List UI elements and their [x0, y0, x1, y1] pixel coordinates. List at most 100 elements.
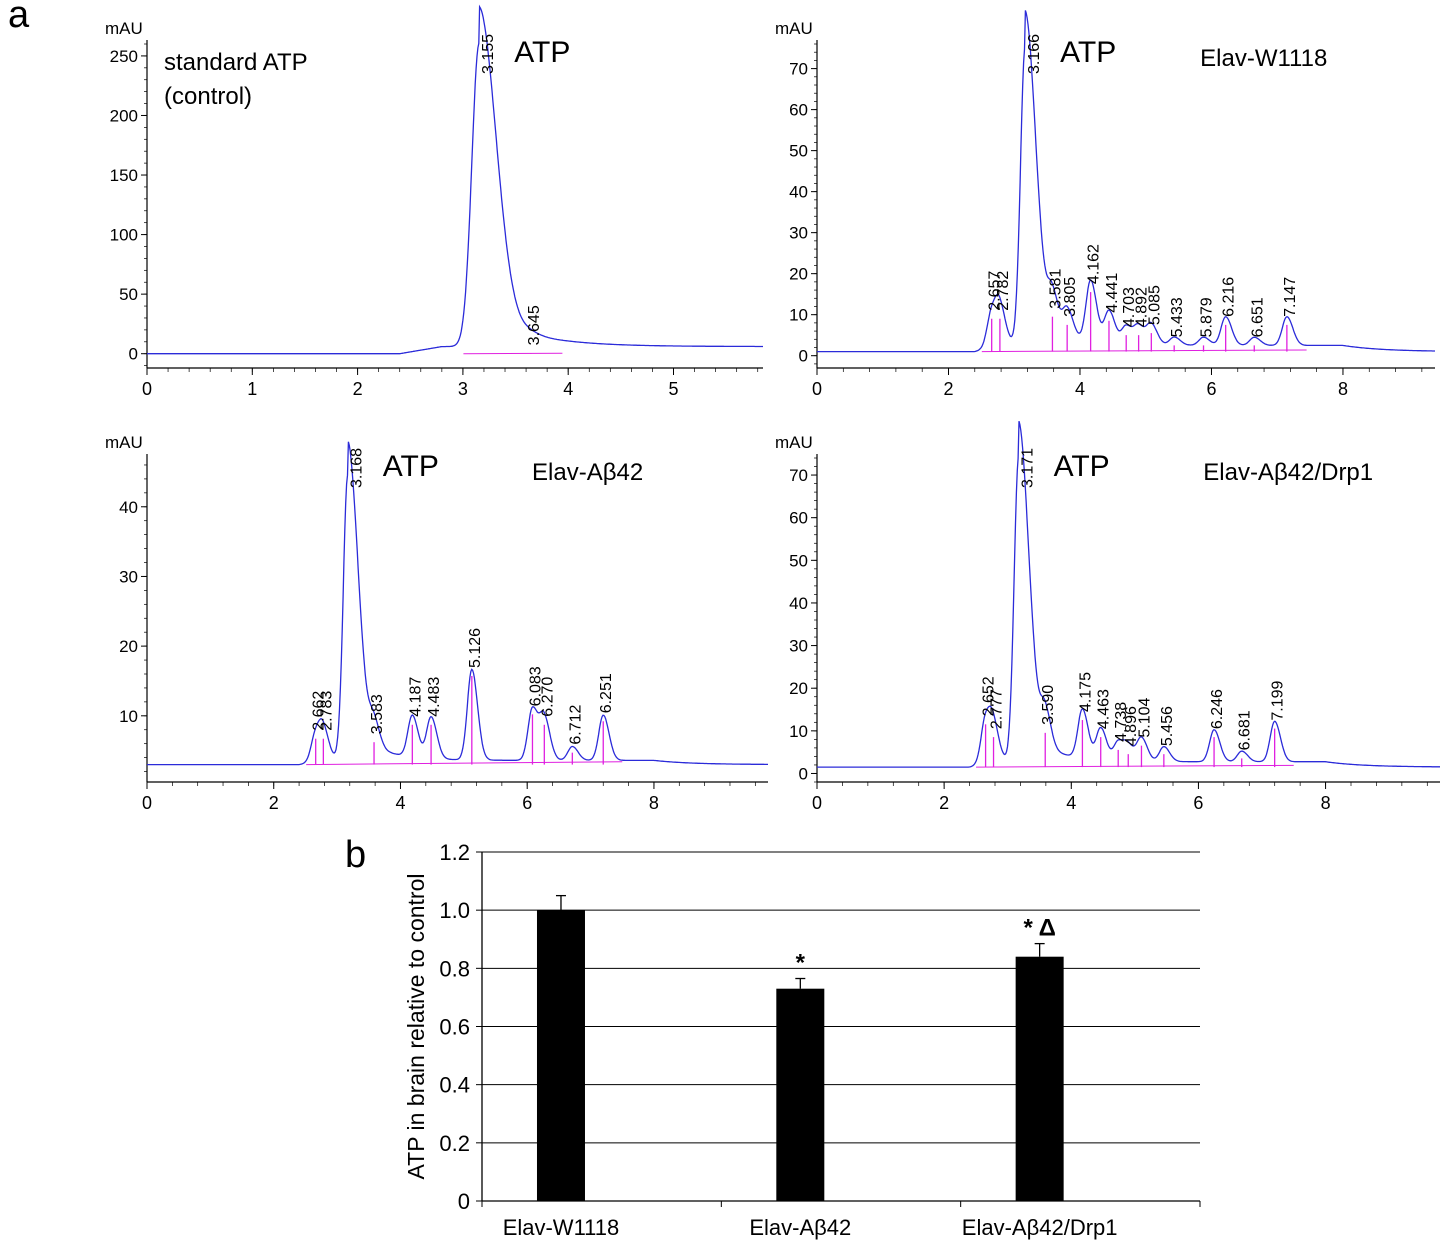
y-tick-label: 60 [789, 509, 808, 528]
peak-label: 7.147 [1282, 277, 1299, 317]
peak-label: 5.879 [1199, 297, 1216, 337]
x-tick-label: 5 [668, 379, 678, 399]
integration-baseline [982, 350, 1307, 352]
y-tick-label: 0 [458, 1189, 470, 1214]
bar-chart: 00.20.40.60.81.01.2Elav-W1118*Elav-Aβ42*… [403, 840, 1200, 1240]
peak-label: 6.651 [1249, 297, 1266, 337]
y-tick-label: 200 [110, 106, 138, 125]
y-tick-label: 10 [789, 722, 808, 741]
x-tick-label: 2 [269, 793, 279, 813]
peak-label: 6.251 [598, 673, 615, 713]
peak-label: 6.216 [1221, 277, 1238, 317]
y-tick-label: 40 [119, 498, 138, 517]
atp-peak-label: ATP [383, 450, 439, 483]
integration-baseline [976, 765, 1294, 767]
integration-baseline [306, 762, 622, 765]
y-tick-label: 60 [789, 101, 808, 120]
annotation-text: standard ATP [164, 49, 308, 76]
panel-label-a: a [8, 0, 29, 37]
peak-label: 3.166 [1026, 34, 1043, 74]
peak-label: 5.433 [1169, 297, 1186, 337]
significance-marker: * [796, 950, 806, 977]
y-tick-label: 70 [789, 60, 808, 79]
peak-label: 3.168 [349, 448, 366, 488]
peak-label: 6.712 [567, 705, 584, 745]
atp-peak-label: ATP [514, 36, 570, 69]
atp-peak-label: ATP [1054, 450, 1110, 483]
atp-peak-label: ATP [1060, 36, 1116, 69]
y-tick-label: 0 [799, 347, 808, 366]
x-tick-label: 8 [1321, 793, 1331, 813]
y-tick-label: 50 [119, 285, 138, 304]
peak-label: 7.199 [1270, 680, 1287, 720]
bar [537, 910, 585, 1201]
chromatogram-title: Elav-W1118 [1200, 45, 1327, 72]
y-tick-label: 250 [110, 47, 138, 66]
bar [776, 989, 824, 1201]
y-tick-label: 0 [799, 764, 808, 783]
peak-label: 3.805 [1062, 277, 1079, 317]
y-tick-label: 70 [789, 466, 808, 485]
peak-label: 3.155 [480, 34, 497, 74]
x-tick-label: 0 [812, 793, 822, 813]
x-category-label: Elav-Aβ42 [749, 1215, 851, 1240]
y-tick-label: 1.0 [439, 898, 470, 923]
y-tick-label: 0.2 [439, 1131, 470, 1156]
x-category-label: Elav-Aβ42/Drp1 [962, 1215, 1118, 1240]
y-tick-label: 10 [789, 306, 808, 325]
x-tick-label: 2 [939, 793, 949, 813]
y-tick-label: 0.6 [439, 1015, 470, 1040]
x-tick-label: 2 [353, 379, 363, 399]
peak-label: 5.456 [1159, 706, 1176, 746]
x-tick-label: 0 [142, 793, 152, 813]
annotation-text: (control) [164, 83, 252, 110]
y-tick-label: 30 [789, 637, 808, 656]
x-tick-label: 4 [1075, 379, 1085, 399]
y-tick-label: 50 [789, 551, 808, 570]
y-unit-label: mAU [105, 433, 143, 452]
peak-label: 4.175 [1077, 672, 1094, 712]
y-axis-label: ATP in brain relative to control [403, 874, 429, 1180]
peak-label: 3.583 [369, 694, 386, 734]
peak-label: 4.162 [1086, 244, 1103, 284]
x-tick-label: 4 [563, 379, 573, 399]
peak-label: 4.187 [407, 677, 424, 717]
y-tick-label: 20 [119, 637, 138, 656]
peak-label: 2.777 [989, 689, 1006, 729]
y-unit-label: mAU [775, 433, 813, 452]
peak-label: 6.246 [1209, 689, 1226, 729]
panel-label-b: b [345, 834, 366, 877]
trace-line [147, 442, 768, 765]
y-tick-label: 0 [129, 345, 138, 364]
x-tick-label: 6 [1206, 379, 1216, 399]
x-tick-label: 3 [458, 379, 468, 399]
bar [1016, 957, 1064, 1201]
peak-label: 2.782 [995, 271, 1012, 311]
x-tick-label: 6 [522, 793, 532, 813]
x-tick-label: 8 [649, 793, 659, 813]
y-unit-label: mAU [775, 19, 813, 38]
chromatogram-title: Elav-Aβ42 [532, 459, 643, 486]
y-tick-label: 20 [789, 265, 808, 284]
x-tick-label: 4 [1066, 793, 1076, 813]
y-tick-label: 100 [110, 226, 138, 245]
peak-label: 6.681 [1237, 710, 1254, 750]
y-unit-label: mAU [105, 19, 143, 38]
peak-label: 5.126 [467, 628, 484, 668]
x-category-label: Elav-W1118 [503, 1215, 620, 1240]
y-tick-label: 150 [110, 166, 138, 185]
peak-label: 4.463 [1096, 689, 1113, 729]
x-tick-label: 0 [812, 379, 822, 399]
y-tick-label: 40 [789, 594, 808, 613]
chromatogram-title: Elav-Aβ42/Drp1 [1203, 459, 1373, 486]
peak-label: 5.104 [1136, 697, 1153, 737]
x-tick-label: 2 [943, 379, 953, 399]
peak-label: 2.783 [318, 691, 335, 731]
peak-label: 3.171 [1020, 448, 1037, 488]
